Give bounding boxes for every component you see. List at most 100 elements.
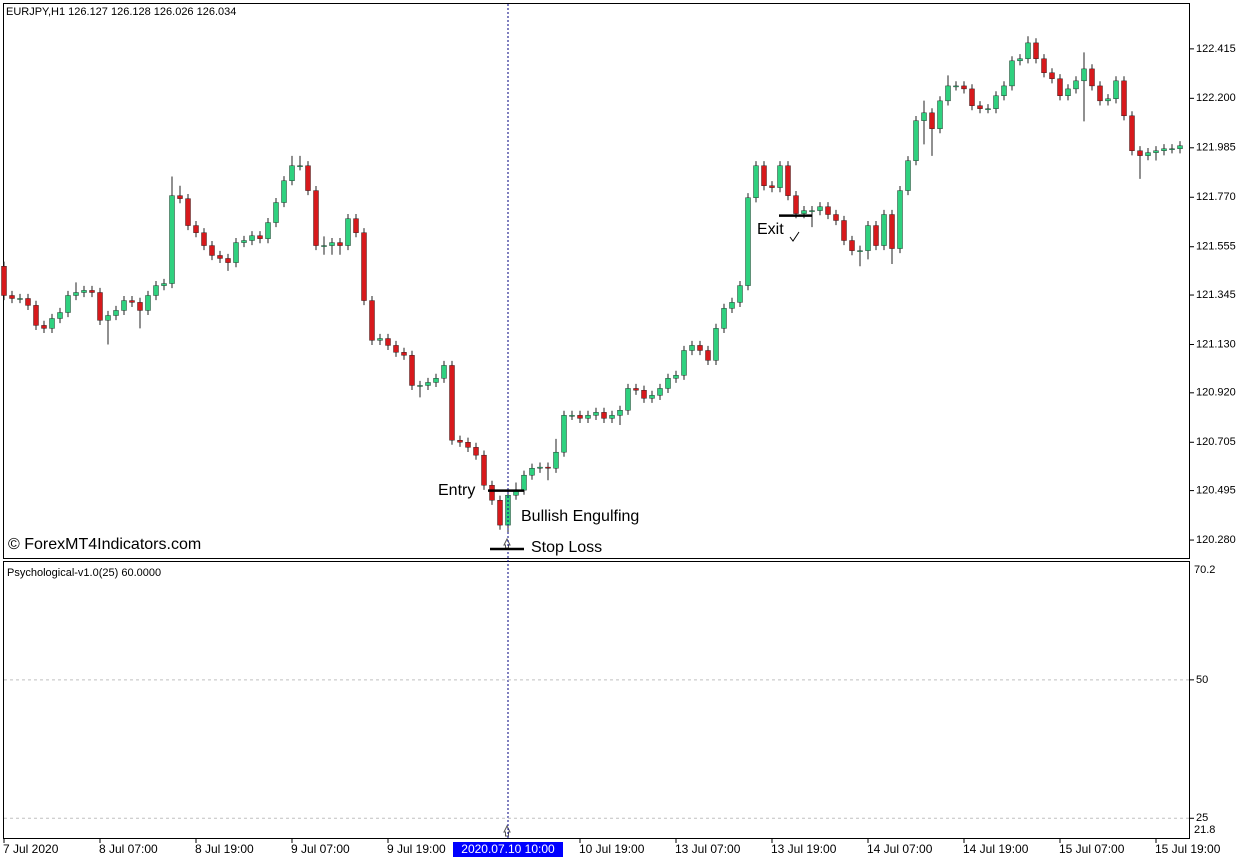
candle-body xyxy=(449,365,455,441)
candle-body xyxy=(1065,88,1071,96)
candle-body xyxy=(937,100,943,129)
candle-body xyxy=(1145,152,1151,156)
candle-body xyxy=(489,485,495,501)
candle-body xyxy=(241,240,247,243)
candle-body xyxy=(737,285,743,303)
candle-body xyxy=(785,165,791,196)
candle-body xyxy=(65,295,71,313)
candle-body xyxy=(721,308,727,329)
watermark: © ForexMT4Indicators.com xyxy=(8,536,201,553)
candle-body xyxy=(137,302,143,311)
candle-body xyxy=(585,415,591,419)
candle-body xyxy=(993,95,999,109)
candle-body xyxy=(97,292,103,321)
y-tick-label: 25 xyxy=(1196,812,1208,824)
candle-body xyxy=(593,412,599,416)
candle-body xyxy=(921,112,927,121)
candle-body xyxy=(233,242,239,263)
y-tick-label: 120.705 xyxy=(1196,436,1236,448)
candle-body xyxy=(705,350,711,361)
candle-body xyxy=(457,440,463,443)
candle-body xyxy=(1089,68,1095,87)
candle-body xyxy=(17,298,23,300)
candle-body xyxy=(1033,42,1039,59)
candle-body xyxy=(113,310,119,316)
candle-body xyxy=(121,300,127,311)
candle-body xyxy=(49,318,55,329)
candle-body xyxy=(745,197,751,286)
indicator-panel xyxy=(3,561,1190,839)
x-tick-label: 14 Jul 07:00 xyxy=(867,842,933,856)
candle-body xyxy=(753,165,759,198)
candle-body xyxy=(185,198,191,226)
candle-body xyxy=(697,345,703,351)
candle-body xyxy=(57,312,63,319)
candle-body xyxy=(1169,148,1175,150)
candle-body xyxy=(561,415,567,453)
candle-body xyxy=(529,468,535,476)
candle-body xyxy=(577,415,583,419)
x-tick-label: 8 Jul 07:00 xyxy=(99,842,158,856)
candle-body xyxy=(409,355,415,386)
y-tick-label: 120.920 xyxy=(1196,387,1236,399)
x-tick-label: 13 Jul 07:00 xyxy=(675,842,741,856)
candle-body xyxy=(985,108,991,110)
candle-body xyxy=(481,454,487,486)
y-tick-label: 121.555 xyxy=(1196,241,1236,253)
candle-body xyxy=(169,195,175,284)
x-tick-label: 9 Jul 19:00 xyxy=(387,842,446,856)
candle-body xyxy=(329,242,335,246)
candle-body xyxy=(617,410,623,416)
exit-check xyxy=(789,231,800,242)
candle-body xyxy=(649,395,655,399)
x-tick-label: 9 Jul 07:00 xyxy=(291,842,350,856)
candle-body xyxy=(281,180,287,203)
y-tick-label: 121.345 xyxy=(1196,289,1236,301)
candle-body xyxy=(1177,145,1183,149)
candle-body xyxy=(177,195,183,199)
candle-body xyxy=(761,165,767,186)
candle-body xyxy=(473,447,479,456)
candle-body xyxy=(817,206,823,211)
candle-body xyxy=(105,315,111,321)
candle-body xyxy=(305,165,311,191)
y-tick-label: 122.200 xyxy=(1196,92,1236,104)
candle-body xyxy=(1081,68,1087,82)
candle-body xyxy=(545,466,551,469)
candle-body xyxy=(609,415,615,419)
annotation: Bullish Engulfing xyxy=(521,508,639,525)
candle-body xyxy=(321,245,327,247)
candle-body xyxy=(1113,80,1119,99)
candle-body xyxy=(681,350,687,376)
candle-body xyxy=(33,305,39,326)
y-limit-label: 70.2 xyxy=(1194,564,1215,576)
candle-body xyxy=(929,112,935,129)
x-tick-label: 13 Jul 19:00 xyxy=(771,842,837,856)
candle-body xyxy=(81,290,87,293)
candle-body xyxy=(377,338,383,341)
x-tick-label: 8 Jul 19:00 xyxy=(195,842,254,856)
candle-body xyxy=(361,232,367,301)
y-tick-label: 120.280 xyxy=(1196,534,1236,546)
candle-body xyxy=(417,385,423,387)
candle-body xyxy=(849,240,855,251)
candle-body xyxy=(1073,80,1079,90)
candle-body xyxy=(393,345,399,353)
candle-body xyxy=(201,232,207,246)
candle-body xyxy=(497,500,503,526)
y-tick-label: 122.415 xyxy=(1196,43,1236,55)
candle-body xyxy=(25,298,31,306)
candle-body xyxy=(161,283,167,286)
candle-body xyxy=(225,258,231,263)
candle-body xyxy=(689,345,695,351)
candle-body xyxy=(73,292,79,296)
candle-body xyxy=(889,214,895,249)
candle-body xyxy=(41,325,47,329)
candle-body xyxy=(353,218,359,233)
candle-body xyxy=(297,165,303,167)
candle-body xyxy=(1161,148,1167,151)
indicator-title: Psychological-v1.0(25) 60.0000 xyxy=(7,567,161,579)
candle-body xyxy=(1057,78,1063,96)
